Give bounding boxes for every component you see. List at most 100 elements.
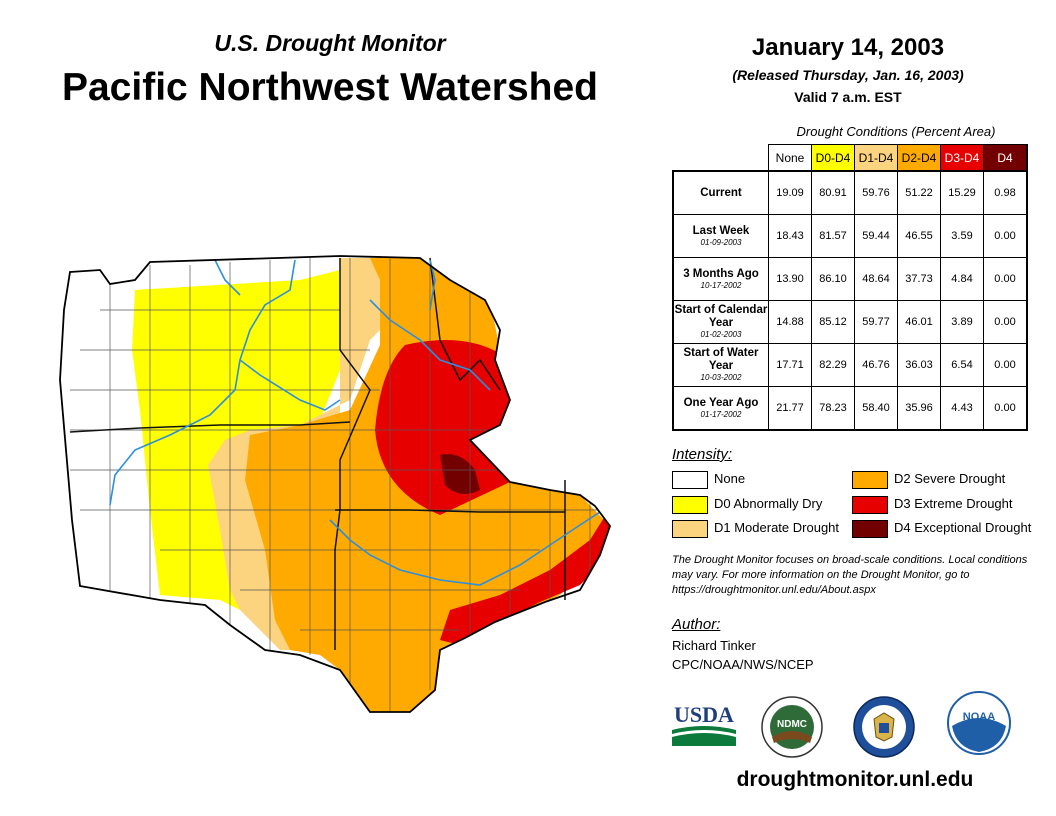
- row-date: 01-17-2002: [700, 409, 742, 419]
- table-cell: 58.40: [854, 386, 898, 431]
- table-cell: 59.77: [854, 300, 898, 344]
- legend-label: D2 Severe Drought: [894, 471, 1006, 486]
- table-cell: 15.29: [940, 170, 984, 215]
- table-cell: 0.00: [983, 343, 1028, 387]
- drought-map: [59, 255, 612, 713]
- table-cell: 0.00: [983, 257, 1028, 301]
- ndmc-logo: NDMC: [761, 696, 823, 758]
- row-label-text: 3 Months Ago: [683, 267, 759, 280]
- row-date: 10-03-2002: [700, 373, 742, 382]
- legend-swatch-d2: [852, 470, 888, 489]
- table-cell: 6.54: [940, 343, 984, 387]
- table-corner: [673, 144, 769, 171]
- column-header-d4: D4: [983, 144, 1028, 172]
- table-cell: 36.03: [897, 343, 941, 387]
- row-date: 01-02-2003: [700, 330, 742, 339]
- table-cell: 3.89: [940, 300, 984, 344]
- table-cell: 51.22: [897, 170, 941, 215]
- table-cell: 81.57: [811, 214, 855, 258]
- row-label-text: One Year Ago: [683, 396, 759, 409]
- row-label-text: Start of Calendar Year: [674, 304, 768, 329]
- state-boundaries: [69, 257, 566, 650]
- legend-swatch-none: [672, 470, 708, 489]
- usda-logo: USDA: [672, 702, 736, 746]
- drought-d3-area-south: [440, 508, 610, 645]
- row-date: 10-17-2002: [700, 280, 742, 290]
- row-label-text: Last Week: [692, 224, 750, 237]
- watershed-outline: [59, 255, 612, 713]
- rivers: [109, 259, 601, 586]
- legend-swatch-d1: [672, 519, 708, 538]
- column-header-d3-d4: D3-D4: [940, 144, 984, 172]
- legend-label: D3 Extreme Drought: [894, 496, 1013, 511]
- table-cell: 14.88: [768, 300, 812, 344]
- noaa-logo: NOAA: [947, 691, 1011, 755]
- table-row: Start of Calendar Year 01-02-2003 14.88 85.…: [672, 300, 1028, 344]
- table-row: Last Week 01-09-2003 18.43 81.57 59.44 46.55 3…: [672, 214, 1028, 258]
- noaa-logo-text: NOAA: [963, 711, 995, 723]
- table-cell: 35.96: [897, 386, 941, 431]
- row-label-text: Current: [700, 186, 742, 199]
- author-name: Richard Tinker: [672, 638, 756, 653]
- row-label-text: Start of Water Year: [683, 347, 759, 372]
- table-cell: 0.00: [983, 214, 1028, 258]
- legend-label: None: [714, 471, 746, 486]
- table-cell: 13.90: [768, 257, 812, 301]
- table-cell: 4.84: [940, 257, 984, 301]
- table-cell: 82.29: [811, 343, 855, 387]
- table-row: Current 19.09 80.91 59.76 51.22 15.29 0.98: [672, 170, 1028, 215]
- table-row: 3 Months Ago 10-17-2002 13.90 86.10 48.64 37.…: [672, 257, 1028, 301]
- legend-item-d1: D1 Moderate Drought: [672, 519, 839, 538]
- table-cell: 17.71: [768, 343, 812, 387]
- table-cell: 85.12: [811, 300, 855, 344]
- table-cell: 46.55: [897, 214, 941, 258]
- row-label: Start of Calendar Year 01-02-2003: [672, 300, 769, 344]
- table-header-row: None D0-D4 D1-D4 D2-D4 D3-D4 D4: [673, 144, 1028, 172]
- author-organization: CPC/NOAA/NWS/NCEP: [672, 657, 814, 672]
- author-title: Author:: [672, 616, 721, 633]
- table-cell: 4.43: [940, 386, 984, 431]
- column-header-none: None: [768, 144, 812, 172]
- legend-item-d0: D0 Abnormally Dry: [672, 495, 823, 514]
- row-label: Current: [672, 170, 769, 215]
- website-url: droughtmonitor.unl.edu: [736, 768, 974, 791]
- legend-swatch-d4: [852, 519, 888, 538]
- ndmc-logo-text: NDMC: [777, 719, 807, 730]
- table-cell: 18.43: [768, 214, 812, 258]
- commerce-seal-logo: [853, 696, 915, 758]
- table-cell: 0.00: [983, 300, 1028, 344]
- table-cell: 59.76: [854, 170, 898, 215]
- row-label: Last Week 01-09-2003: [672, 214, 769, 258]
- row-label: Start of Water Year 10-03-2002: [672, 343, 769, 387]
- valid-time: Valid 7 a.m. EST: [794, 89, 902, 105]
- legend-swatch-d3: [852, 495, 888, 514]
- legend-item-none: None: [672, 470, 746, 489]
- legend-item-d4: D4 Exceptional Drought: [852, 519, 1031, 538]
- table-cell: 0.98: [983, 170, 1028, 215]
- column-header-d2-d4: D2-D4: [897, 144, 941, 172]
- intensity-legend-title: Intensity:: [672, 446, 733, 463]
- table-cell: 37.73: [897, 257, 941, 301]
- usda-logo-text: USDA: [674, 702, 734, 727]
- map-date: January 14, 2003: [751, 34, 945, 61]
- drought-stats-table: None D0-D4 D1-D4 D2-D4 D3-D4 D4 Current 1…: [672, 144, 1028, 431]
- table-cell: 86.10: [811, 257, 855, 301]
- conditions-caption: Drought Conditions (Percent Area): [796, 124, 996, 139]
- column-header-d1-d4: D1-D4: [854, 144, 898, 172]
- map-title: Pacific Northwest Watershed: [61, 66, 599, 109]
- column-header-d0-d4: D0-D4: [811, 144, 855, 172]
- legend-item-d2: D2 Severe Drought: [852, 470, 1006, 489]
- table-cell: 0.00: [983, 386, 1028, 431]
- table-cell: 48.64: [854, 257, 898, 301]
- table-cell: 46.76: [854, 343, 898, 387]
- table-cell: 21.77: [768, 386, 812, 431]
- legend-label: D0 Abnormally Dry: [714, 496, 823, 511]
- drought-d3-area-north: [375, 340, 510, 515]
- table-row: One Year Ago 01-17-2002 21.77 78.23 58.40 35.…: [672, 386, 1028, 431]
- map-subtitle: U.S. Drought Monitor: [214, 30, 446, 56]
- table-cell: 19.09: [768, 170, 812, 215]
- table-cell: 59.44: [854, 214, 898, 258]
- row-label: One Year Ago 01-17-2002: [672, 386, 769, 431]
- table-cell: 78.23: [811, 386, 855, 431]
- release-date: (Released Thursday, Jan. 16, 2003): [732, 67, 964, 83]
